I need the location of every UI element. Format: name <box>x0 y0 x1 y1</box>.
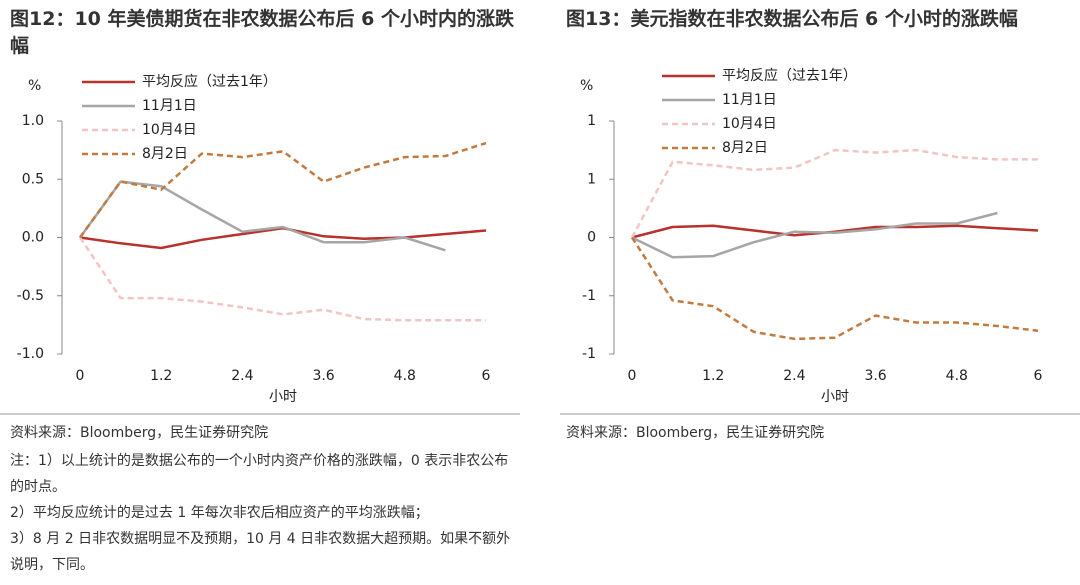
series-line <box>631 211 998 259</box>
y-tick-label: 1.0 <box>22 113 44 129</box>
y-tick-label: -1.0 <box>17 346 44 362</box>
y-tick-label: 0.5 <box>22 171 44 187</box>
note: 2）平均反应统计的是过去 1 年每次非农后相应资产的平均涨跌幅； <box>10 505 429 521</box>
y-tick-label: -1 <box>582 346 596 362</box>
legend-label: 8月2日 <box>722 140 768 156</box>
x-tick-label: 1.2 <box>702 368 724 384</box>
x-axis-label: 小时 <box>821 389 849 405</box>
x-tick-label: 2.4 <box>783 368 805 384</box>
note: 注：1）以上统计的是数据公布的一个小时内资产价格的涨跌幅，0 表示非农公布的时点… <box>10 453 509 495</box>
y-tick-label: -0.5 <box>17 288 44 304</box>
x-tick-label: 0 <box>76 368 85 384</box>
y-tick-label: 1 <box>587 171 596 187</box>
legend-label: 8月2日 <box>142 146 188 162</box>
x-tick-label: 6 <box>482 368 491 384</box>
x-tick-label: 3.6 <box>864 368 886 384</box>
series-line <box>78 141 487 239</box>
legend-label: 平均反应（过去1年） <box>722 67 857 84</box>
y-tick-label: 0.0 <box>22 230 44 246</box>
legend-label: 平均反应（过去1年） <box>142 73 277 90</box>
source: 资料来源：Bloomberg，民生证券研究院 <box>10 425 269 441</box>
legend-label: 11月1日 <box>142 98 197 114</box>
x-tick-label: 4.8 <box>946 368 968 384</box>
x-tick-label: 3.6 <box>312 368 334 384</box>
y-axis-unit: % <box>28 78 41 94</box>
x-tick-label: 4.8 <box>394 368 416 384</box>
series-line <box>78 180 446 252</box>
series-line <box>630 236 1039 341</box>
note: 3）8 月 2 日非农数据明显不及预期，10 月 4 日非农数据大超预期。如果不… <box>10 531 511 573</box>
legend-label: 10月4日 <box>722 116 777 132</box>
y-tick-label: 1 <box>587 113 596 129</box>
x-tick-label: 0 <box>628 368 637 384</box>
x-tick-label: 1.2 <box>150 368 172 384</box>
series-line <box>630 148 1038 239</box>
chart-title: 图13：美元指数在非农数据公布后 6 个小时的涨跌幅 <box>566 8 1018 30</box>
x-tick-label: 2.4 <box>231 368 253 384</box>
x-axis-label: 小时 <box>269 389 297 405</box>
y-axis-unit: % <box>580 78 593 94</box>
x-tick-label: 6 <box>1034 368 1043 384</box>
notes: 注：1）以上统计的是数据公布的一个小时内资产价格的涨跌幅，0 表示非农公布的时点… <box>10 448 520 578</box>
source: 资料来源：Bloomberg，民生证券研究院 <box>566 425 825 441</box>
chart-title: 图12：10 年美债期货在非农数据公布后 6 个小时内的涨跌幅 <box>10 8 514 57</box>
legend-label: 10月4日 <box>142 122 197 138</box>
legend-label: 11月1日 <box>722 92 777 108</box>
y-tick-label: -1 <box>582 288 596 304</box>
y-tick-label: 0 <box>587 230 596 246</box>
series-line <box>78 236 486 322</box>
